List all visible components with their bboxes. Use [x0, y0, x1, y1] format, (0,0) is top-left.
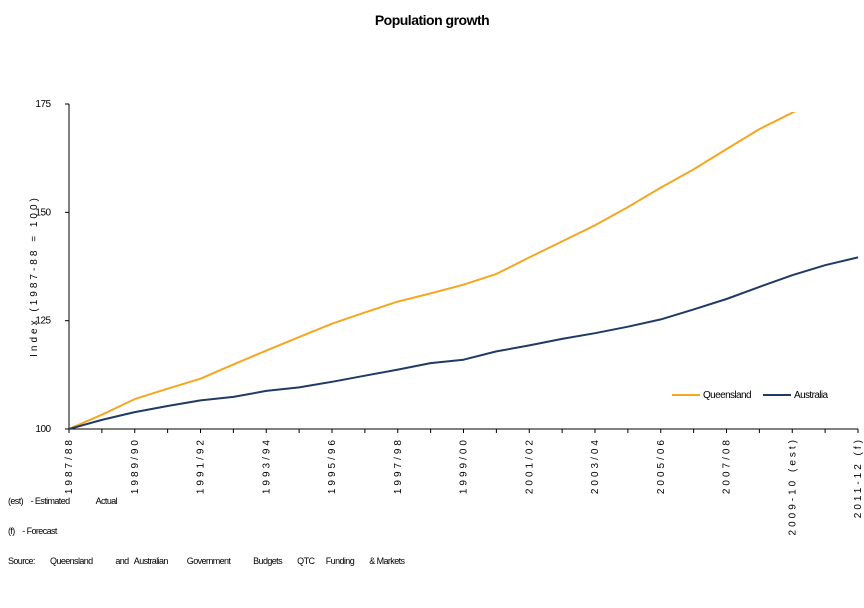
- series-line-queensland: [69, 112, 796, 429]
- legend-label-queensland: Queensland: [703, 390, 751, 401]
- x-tick-label: 2011-12 (f): [853, 437, 864, 518]
- x-ticks: 1987/88 1989/90 1991/92 1993/94 1995/96 1997/…: [64, 429, 864, 535]
- x-tick-label: 2001/02: [524, 437, 535, 494]
- y-ticks: 100 125 150 175: [35, 99, 69, 435]
- x-tick-label: 1993/94: [261, 437, 272, 494]
- x-tick-label: 2009-10 (est): [787, 437, 798, 535]
- legend: Queensland Australia: [672, 390, 829, 401]
- y-tick-label: 125: [35, 316, 51, 327]
- chart-title: Population growth: [375, 12, 489, 28]
- note-source: Source: Queensland and Australian Govern…: [8, 556, 405, 566]
- legend-label-australia: Australia: [794, 390, 829, 401]
- x-tick-label: 1987/88: [64, 437, 75, 494]
- x-tick-label: 1999/00: [459, 437, 470, 494]
- series-line-australia: [69, 256, 859, 429]
- x-tick-label: 1995/96: [327, 437, 338, 494]
- note-forecast: (f) - Forecast: [8, 526, 57, 536]
- x-tick-label: 1997/98: [393, 437, 404, 494]
- x-tick-label: 1991/92: [196, 437, 207, 494]
- note-estimated: (est) - Estimated Actual: [8, 496, 118, 506]
- y-tick-label: 175: [35, 99, 51, 110]
- y-tick-label: 150: [35, 207, 51, 218]
- x-tick-label: 2007/08: [722, 437, 733, 494]
- x-tick-label: 1989/90: [130, 437, 141, 494]
- y-tick-label: 100: [35, 424, 51, 435]
- x-tick-label: 2005/06: [656, 437, 667, 494]
- y-axis-label: Index (1987-88 = 100): [29, 195, 40, 357]
- series-lines: [69, 112, 859, 429]
- x-tick-label: 2003/04: [590, 437, 601, 494]
